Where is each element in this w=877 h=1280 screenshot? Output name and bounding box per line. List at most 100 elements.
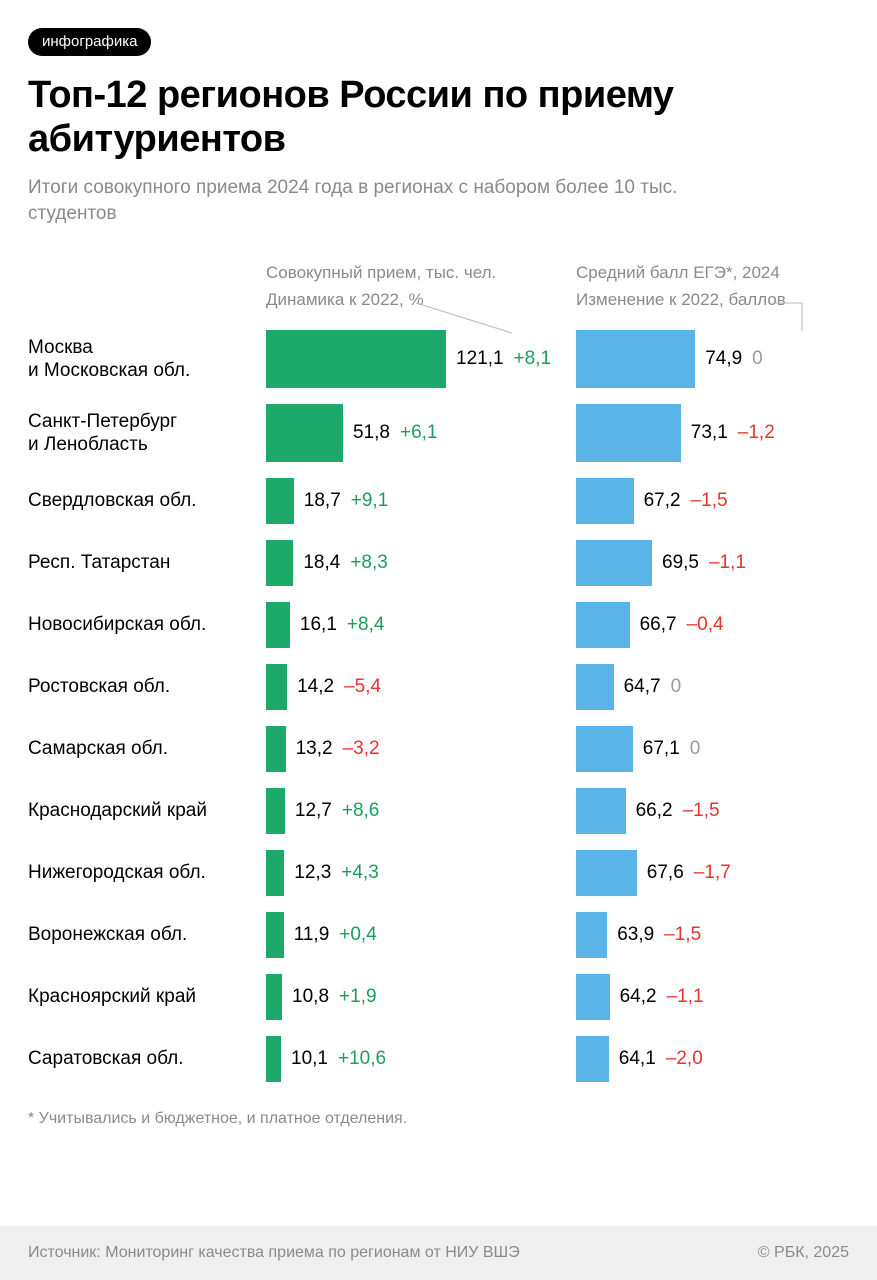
admit-bar <box>266 478 294 524</box>
table-row: Респ. Татарстан 18,4 +8,3 69,5 –1,1 <box>28 532 849 594</box>
admit-bar <box>266 974 282 1020</box>
score-delta: –1,5 <box>691 490 728 512</box>
score-header: Средний балл ЕГЭ*, 2024 <box>576 261 856 285</box>
score-delta: –1,5 <box>683 800 720 822</box>
admit-delta: +8,3 <box>350 552 388 574</box>
score-bar <box>576 726 633 772</box>
admit-delta: +1,9 <box>339 986 377 1008</box>
admit-value: 12,3 <box>294 862 331 884</box>
region-label: Новосибирская обл. <box>28 613 266 637</box>
admit-value: 18,4 <box>303 552 340 574</box>
score-value: 74,9 <box>705 348 742 370</box>
table-row: Самарская обл.13,2–3,267,10 <box>28 718 849 780</box>
admit-value: 11,9 <box>294 924 330 946</box>
score-bar <box>576 850 637 896</box>
subtitle: Итоги совокупного приема 2024 года в рег… <box>28 175 748 226</box>
score-value: 67,6 <box>647 862 684 884</box>
score-value: 69,5 <box>662 552 699 574</box>
table-row: Москваи Московская обл. 121,1 +8,1 74,9 0 <box>28 322 849 396</box>
chart-header: Совокупный прием, тыс. чел. Динамика к 2… <box>28 261 849 313</box>
score-value: 67,2 <box>644 490 681 512</box>
score-value: 64,7 <box>624 676 661 698</box>
source-text: Источник: Мониторинг качества приема по … <box>28 1244 520 1262</box>
table-row: Санкт-Петербурги Ленобласть 51,8 +6,1 73,1–… <box>28 396 849 470</box>
score-value: 64,2 <box>620 986 657 1008</box>
score-delta: 0 <box>671 676 682 698</box>
admit-bar <box>266 850 284 896</box>
admit-delta: +6,1 <box>400 422 438 444</box>
footnote: * Учитывались и бюджетное, и платное отд… <box>28 1110 849 1128</box>
admit-value: 13,2 <box>296 738 333 760</box>
region-label: Красноярский край <box>28 985 266 1009</box>
admit-bar <box>266 788 285 834</box>
admit-header: Совокупный прием, тыс. чел. <box>266 261 576 285</box>
table-row: Краснодарский край 12,7 +8,6 66,2 –1,5 <box>28 780 849 842</box>
score-delta: –2,0 <box>666 1048 703 1070</box>
score-bar <box>576 540 652 586</box>
table-row: Саратовская обл. 10,1 +10,6 64,1 –2,0 <box>28 1028 849 1090</box>
copyright-text: © РБК, 2025 <box>758 1244 849 1262</box>
admit-bar <box>266 602 290 648</box>
admit-delta: +8,6 <box>342 800 380 822</box>
admit-delta: –3,2 <box>343 738 380 760</box>
admit-delta: +4,3 <box>341 862 379 884</box>
table-row: Красноярский край 10,8 +1,9 64,2 –1,1 <box>28 966 849 1028</box>
score-bar <box>576 974 610 1020</box>
table-row: Воронежская обл. 11,9 +0,4 63,9 –1,5 <box>28 904 849 966</box>
admit-value: 16,1 <box>300 614 337 636</box>
score-delta: 0 <box>690 738 701 760</box>
table-row: Ростовская обл.14,2–5,464,70 <box>28 656 849 718</box>
score-bar <box>576 1036 609 1082</box>
score-value: 64,1 <box>619 1048 656 1070</box>
table-row: Новосибирская обл. 16,1 +8,4 66,7 –0,4 <box>28 594 849 656</box>
score-value: 66,2 <box>636 800 673 822</box>
score-delta: –1,2 <box>738 422 775 444</box>
admit-delta: +10,6 <box>338 1048 386 1070</box>
admit-bar <box>266 726 286 772</box>
score-delta: –1,7 <box>694 862 731 884</box>
score-bar <box>576 912 607 958</box>
chart-rows: Москваи Московская обл. 121,1 +8,1 74,9 0 Сан… <box>28 322 849 1090</box>
score-delta: –1,5 <box>664 924 701 946</box>
admit-delta: +8,4 <box>347 614 385 636</box>
table-row: Свердловская обл. 18,7 +9,1 67,2 –1,5 <box>28 470 849 532</box>
page-title: Топ-12 регионов России по приему абитури… <box>28 74 849 161</box>
score-bar <box>576 404 681 462</box>
admit-bar <box>266 1036 281 1082</box>
admit-value: 51,8 <box>353 422 390 444</box>
region-label: Нижегородская обл. <box>28 861 266 885</box>
region-label: Саратовская обл. <box>28 1047 266 1071</box>
admit-value: 10,1 <box>291 1048 328 1070</box>
table-row: Нижегородская обл. 12,3 +4,3 67,6 –1,7 <box>28 842 849 904</box>
admit-bar <box>266 404 343 462</box>
admit-value: 18,7 <box>304 490 341 512</box>
score-bar <box>576 788 626 834</box>
region-label: Свердловская обл. <box>28 489 266 513</box>
score-delta: –0,4 <box>687 614 724 636</box>
admit-value: 12,7 <box>295 800 332 822</box>
admit-value: 14,2 <box>297 676 334 698</box>
score-bar <box>576 664 614 710</box>
score-delta: 0 <box>752 348 763 370</box>
region-label: Санкт-Петербурги Ленобласть <box>28 410 266 458</box>
admit-bar <box>266 540 293 586</box>
admit-delta: +0,4 <box>339 924 377 946</box>
admit-value: 121,1 <box>456 348 504 370</box>
region-label: Краснодарский край <box>28 799 266 823</box>
region-label: Самарская обл. <box>28 737 266 761</box>
admit-delta: +8,1 <box>514 348 552 370</box>
score-bar <box>576 330 695 388</box>
region-label: Воронежская обл. <box>28 923 266 947</box>
score-value: 66,7 <box>640 614 677 636</box>
score-value: 73,1 <box>691 422 728 444</box>
admit-delta: +9,1 <box>351 490 389 512</box>
region-label: Ростовская обл. <box>28 675 266 699</box>
score-delta: –1,1 <box>709 552 746 574</box>
score-value: 63,9 <box>617 924 654 946</box>
admit-bar <box>266 912 284 958</box>
region-label: Респ. Татарстан <box>28 551 266 575</box>
score-bar <box>576 602 630 648</box>
region-label: Москваи Московская обл. <box>28 336 266 384</box>
score-delta: –1,1 <box>667 986 704 1008</box>
admit-value: 10,8 <box>292 986 329 1008</box>
